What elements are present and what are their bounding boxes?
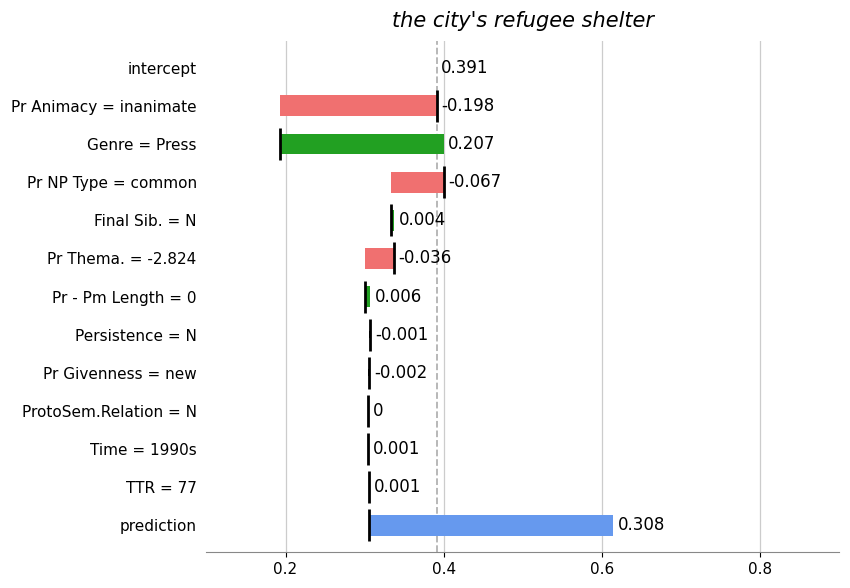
Title: the city's refugee shelter: the city's refugee shelter xyxy=(392,11,654,31)
Bar xyxy=(280,95,437,116)
Bar xyxy=(366,248,394,269)
Text: 0.004: 0.004 xyxy=(399,211,445,229)
Text: -0.001: -0.001 xyxy=(375,326,428,344)
Bar xyxy=(391,172,444,193)
Bar xyxy=(368,369,369,376)
Bar xyxy=(280,133,444,155)
Text: -0.198: -0.198 xyxy=(441,97,495,115)
Text: -0.036: -0.036 xyxy=(399,249,452,268)
Bar xyxy=(369,515,613,536)
Text: 0: 0 xyxy=(372,402,383,420)
Text: 0.001: 0.001 xyxy=(373,440,421,458)
Text: -0.002: -0.002 xyxy=(374,364,428,382)
Text: 0.391: 0.391 xyxy=(441,59,489,76)
Text: 0.308: 0.308 xyxy=(618,516,665,534)
Bar xyxy=(391,210,394,230)
Text: 0.207: 0.207 xyxy=(448,135,496,153)
Text: 0.001: 0.001 xyxy=(374,478,422,496)
Text: -0.067: -0.067 xyxy=(448,173,502,191)
Bar xyxy=(366,286,370,307)
Text: 0.006: 0.006 xyxy=(375,288,422,306)
